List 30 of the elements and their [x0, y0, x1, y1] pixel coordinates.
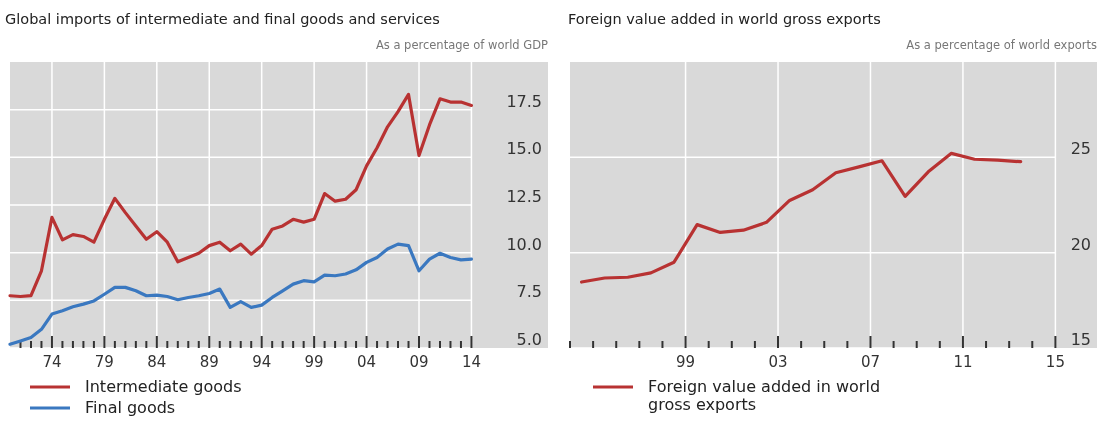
- y-tick-label: 15.0: [506, 139, 542, 159]
- x-tick-label: 07: [860, 353, 881, 371]
- x-tick-label: 03: [768, 353, 788, 371]
- legend-label: Foreign value added in world gross exports: [648, 377, 881, 414]
- y-tick-label: 20: [1070, 234, 1091, 254]
- chart-subtitle: As a percentage of world GDP: [375, 38, 549, 52]
- chart-title: Global imports of intermediate and final goods and services: [5, 11, 440, 27]
- x-tick-label: 99: [676, 353, 696, 371]
- y-tick-label: 25: [1070, 139, 1091, 159]
- chart-title: Foreign value added in world gross exports: [568, 11, 881, 27]
- x-tick-label: 94: [252, 353, 272, 371]
- y-tick-label: 10.0: [506, 234, 542, 254]
- y-tick-label: 15: [1070, 330, 1091, 349]
- chart-subtitle: As a percentage of world exports: [906, 38, 1097, 52]
- y-tick-label: 7.5: [516, 282, 542, 302]
- y-tick-label: 17.5: [506, 91, 542, 111]
- x-tick-label: 11: [953, 353, 973, 371]
- x-tick-label: 15: [1045, 353, 1065, 371]
- x-tick-label: 04: [357, 353, 377, 371]
- x-tick-label: 99: [304, 353, 324, 371]
- y-tick-label: 5.0: [516, 330, 542, 349]
- x-tick-label: 89: [199, 353, 219, 371]
- legend-label: Final goods: [85, 398, 176, 417]
- x-tick-label: 79: [94, 353, 114, 371]
- x-tick-label: 09: [409, 353, 429, 371]
- legend-label: Intermediate goods: [85, 377, 242, 396]
- y-tick-label: 12.5: [506, 187, 542, 206]
- x-tick-label: 14: [461, 353, 481, 371]
- x-tick-label: 74: [42, 353, 62, 371]
- x-tick-label: 84: [147, 353, 167, 371]
